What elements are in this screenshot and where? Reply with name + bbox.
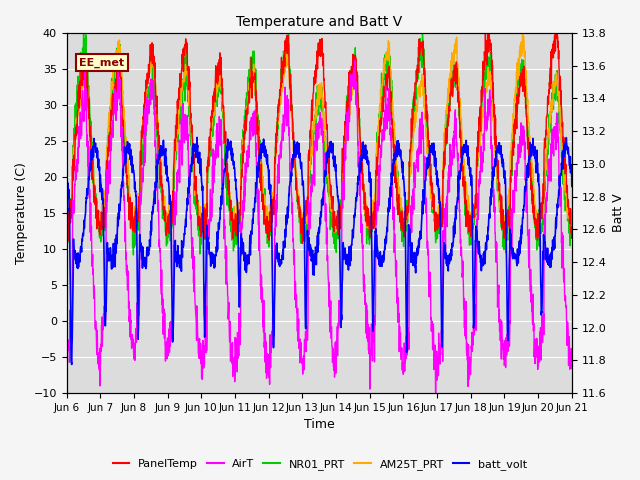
batt_volt xyxy=(193,134,201,140)
NR01_PRT xyxy=(554,89,561,95)
AM25T_PRT xyxy=(88,167,96,172)
AirT xyxy=(432,400,440,406)
AirT xyxy=(308,185,316,191)
Legend: PanelTemp, AirT, NR01_PRT, AM25T_PRT, batt_volt: PanelTemp, AirT, NR01_PRT, AM25T_PRT, ba… xyxy=(108,455,532,474)
batt_volt xyxy=(296,151,303,156)
NR01_PRT xyxy=(309,137,317,143)
Title: Temperature and Batt V: Temperature and Batt V xyxy=(236,15,403,29)
PanelTemp xyxy=(554,34,561,40)
Line: batt_volt: batt_volt xyxy=(67,137,572,364)
AM25T_PRT xyxy=(519,28,527,34)
batt_volt xyxy=(63,182,70,188)
PanelTemp xyxy=(552,25,560,31)
PanelTemp xyxy=(461,201,468,206)
NR01_PRT xyxy=(89,161,97,167)
AirT xyxy=(88,261,96,266)
Y-axis label: Temperature (C): Temperature (C) xyxy=(15,162,28,264)
Y-axis label: Batt V: Batt V xyxy=(612,194,625,232)
AirT xyxy=(351,57,359,63)
AM25T_PRT xyxy=(568,221,576,227)
NR01_PRT xyxy=(80,25,88,31)
AM25T_PRT xyxy=(308,134,316,140)
NR01_PRT xyxy=(63,218,70,224)
NR01_PRT xyxy=(129,252,137,258)
AM25T_PRT xyxy=(554,77,561,83)
NR01_PRT xyxy=(568,226,576,231)
PanelTemp xyxy=(63,232,70,238)
AirT xyxy=(568,365,576,371)
batt_volt xyxy=(554,202,561,207)
PanelTemp xyxy=(295,198,303,204)
AM25T_PRT xyxy=(554,93,561,98)
PanelTemp xyxy=(308,108,316,114)
batt_volt xyxy=(554,205,561,211)
PanelTemp xyxy=(568,225,576,230)
batt_volt xyxy=(568,183,576,189)
Line: NR01_PRT: NR01_PRT xyxy=(67,28,572,255)
batt_volt xyxy=(89,154,97,160)
AirT xyxy=(295,341,303,347)
batt_volt xyxy=(461,144,468,150)
Line: AirT: AirT xyxy=(67,60,572,403)
X-axis label: Time: Time xyxy=(304,419,335,432)
AirT xyxy=(461,304,468,310)
PanelTemp xyxy=(554,33,561,39)
Line: PanelTemp: PanelTemp xyxy=(67,28,572,243)
NR01_PRT xyxy=(461,173,468,179)
AM25T_PRT xyxy=(295,192,303,198)
Text: EE_met: EE_met xyxy=(79,58,124,68)
AirT xyxy=(554,111,561,117)
NR01_PRT xyxy=(296,220,303,226)
Line: AM25T_PRT: AM25T_PRT xyxy=(67,31,572,233)
AM25T_PRT xyxy=(461,174,468,180)
PanelTemp xyxy=(299,240,307,246)
PanelTemp xyxy=(88,161,96,167)
batt_volt xyxy=(309,272,317,277)
AirT xyxy=(554,121,561,127)
batt_volt xyxy=(68,361,76,367)
NR01_PRT xyxy=(554,86,561,92)
AM25T_PRT xyxy=(63,218,70,224)
AM25T_PRT xyxy=(97,230,104,236)
AirT xyxy=(63,368,70,374)
